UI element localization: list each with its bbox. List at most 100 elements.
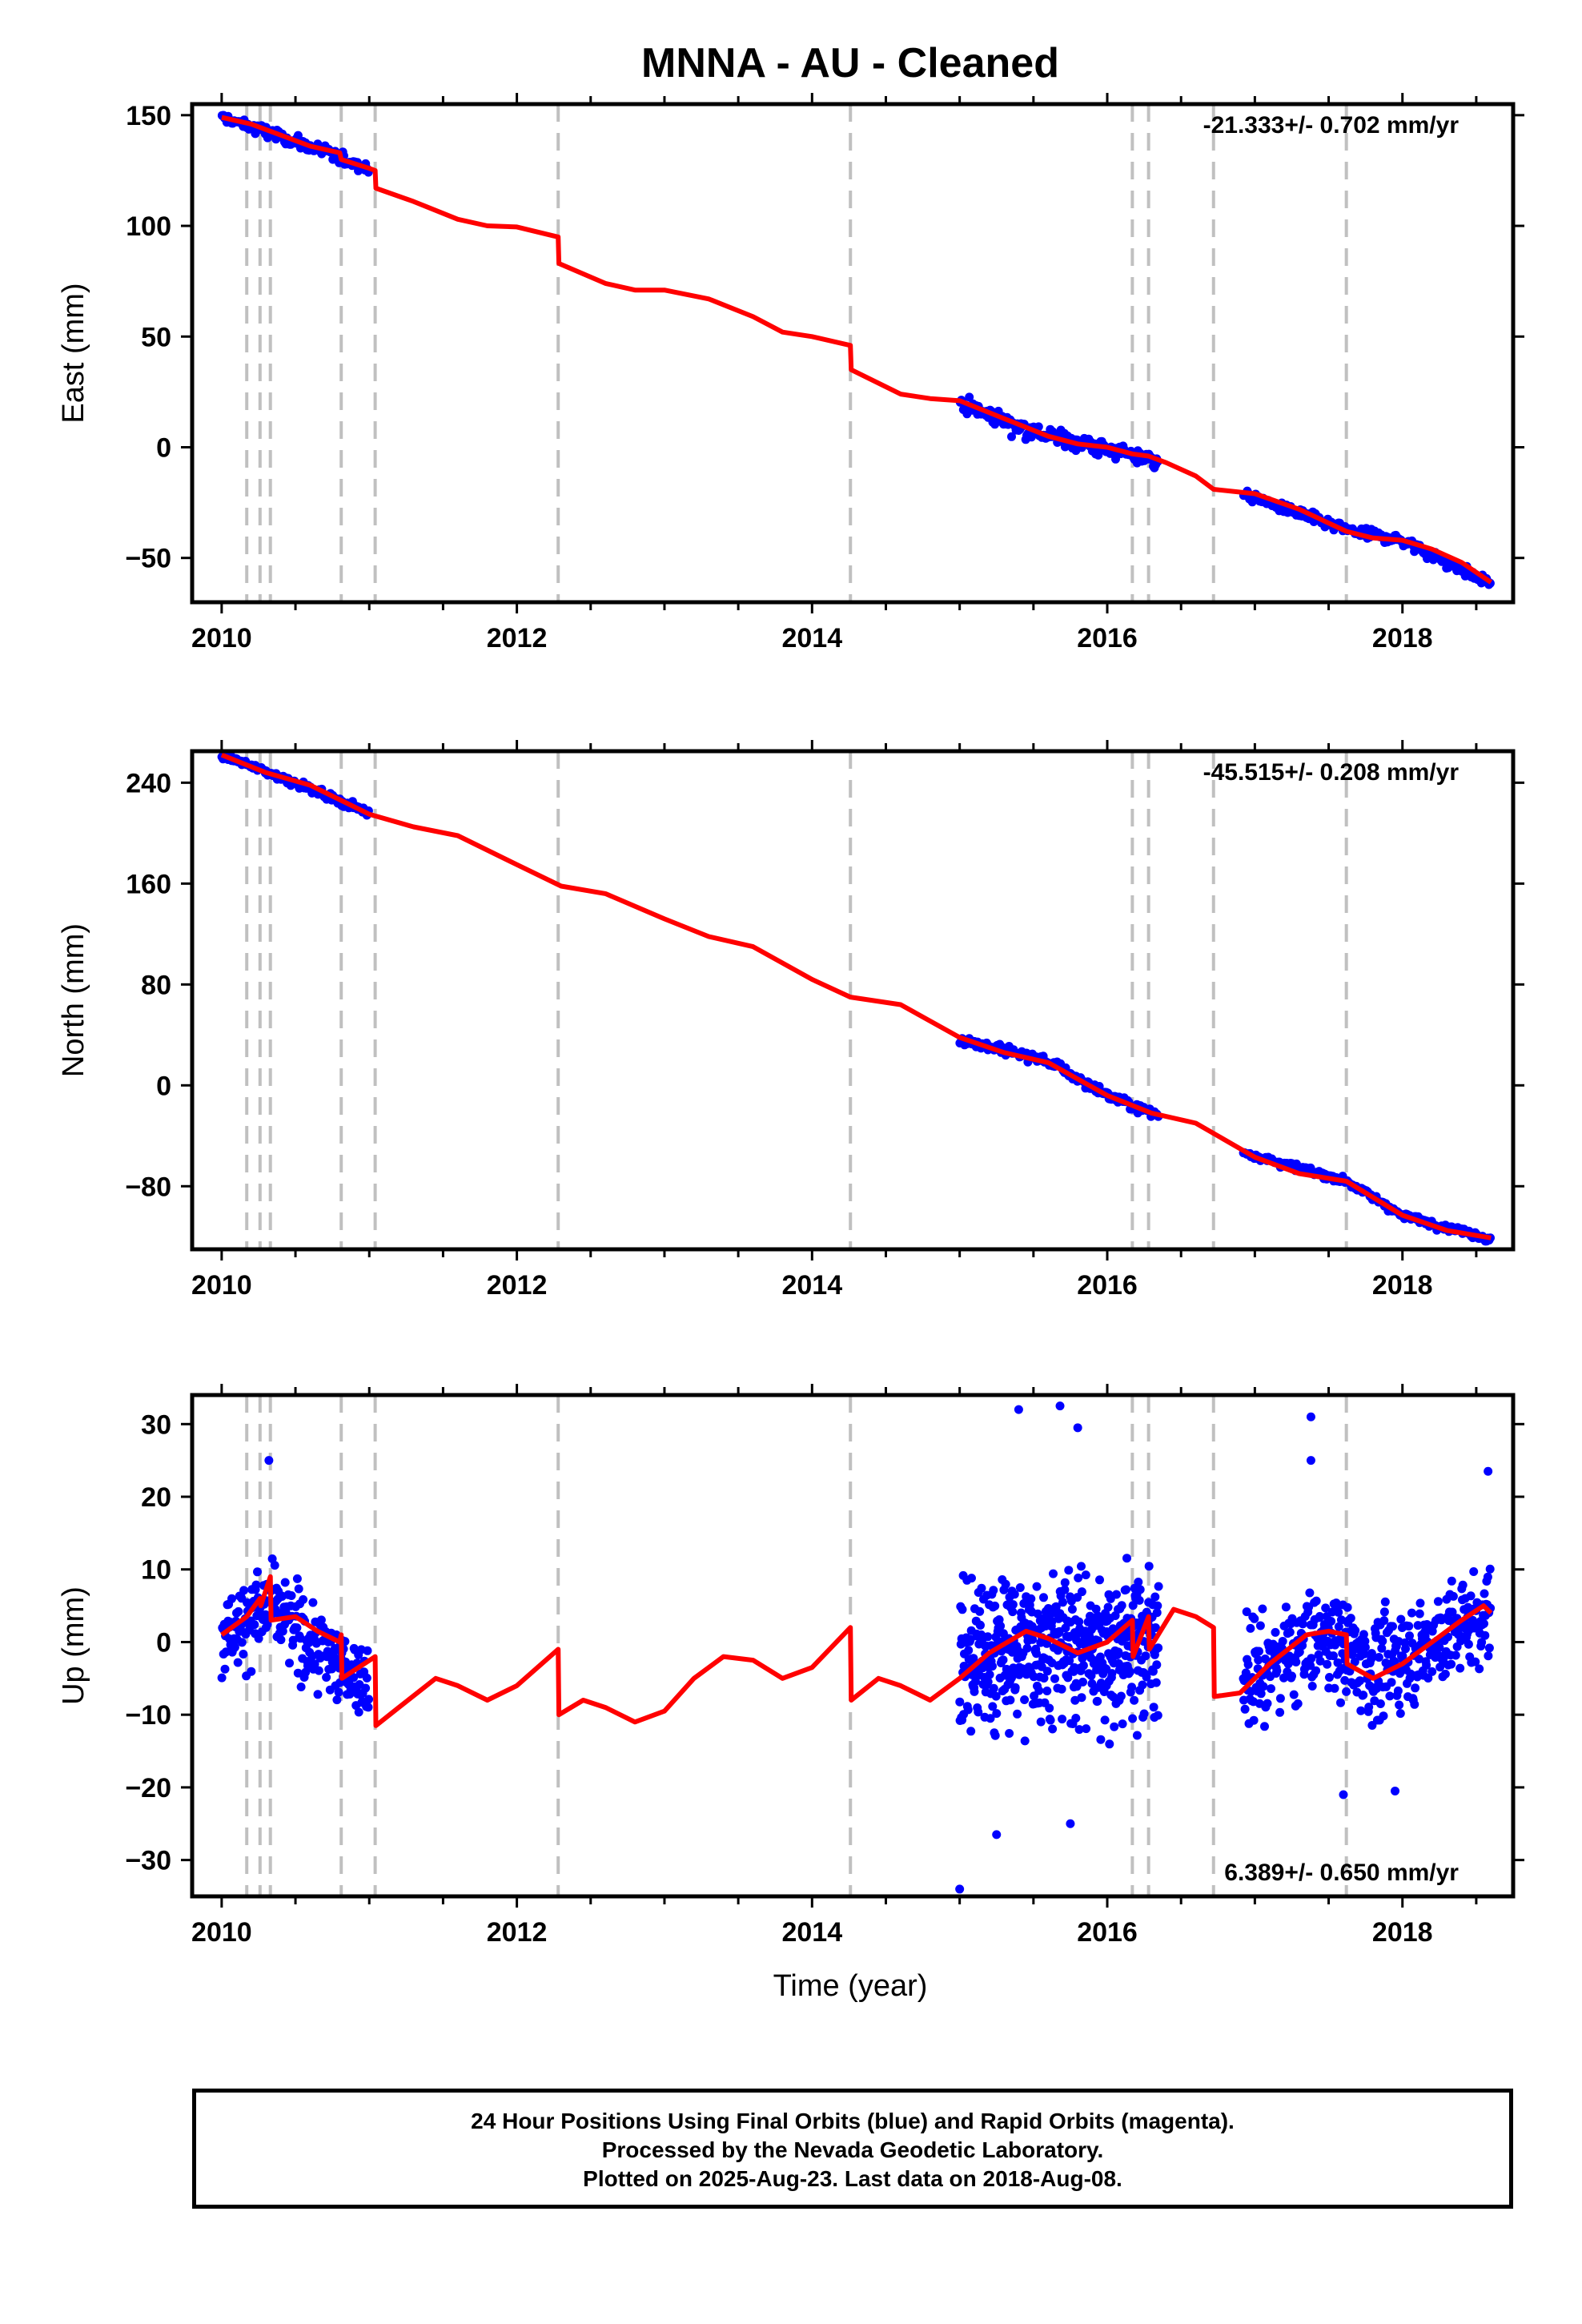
data-point [1135,1585,1145,1594]
data-point [1020,1736,1030,1746]
data-point [292,1574,302,1583]
y-tick-label: 10 [141,1555,171,1586]
rate-annotation: -21.333+/- 0.702 mm/yr [1203,112,1460,139]
data-point [1125,1667,1134,1677]
data-point [1260,1722,1269,1731]
data-point [1374,1653,1383,1662]
y-tick-label: 20 [141,1482,171,1513]
data-point [1379,1616,1389,1626]
data-point [364,1695,374,1704]
data-point [1306,1661,1315,1671]
data-point [1134,1595,1144,1605]
data-point [1132,1731,1142,1740]
data-point [1311,1666,1321,1675]
data-point [1112,1590,1121,1599]
y-tick-label: 100 [126,211,171,242]
data-point [1139,1709,1149,1719]
data-point [1415,1598,1425,1608]
data-point [1138,1680,1147,1690]
data-point [361,1683,371,1693]
data-point [1484,1643,1494,1653]
data-point [1110,1722,1119,1731]
data-point [239,1650,248,1659]
data-point [1311,1596,1321,1606]
data-point [1242,1607,1251,1617]
data-point [1391,1786,1400,1795]
data-point [1260,1655,1270,1663]
data-point [1128,1714,1138,1723]
data-point [1026,1594,1036,1603]
data-point [1405,1631,1414,1641]
data-point [1064,1566,1074,1575]
data-point [280,1578,290,1587]
x-axis-label: Time (year) [773,1969,928,2003]
data-point [1256,1689,1266,1699]
data-point [1048,1724,1058,1734]
data-point [1039,1674,1049,1683]
data-point [237,1638,247,1647]
x-tick-label: 2010 [191,1270,252,1301]
data-point [316,1615,326,1625]
x-tick-label: 2018 [1372,1917,1433,1948]
data-point [1289,1690,1299,1699]
data-point [1050,1674,1059,1683]
data-point [1066,1819,1075,1828]
data-point [1095,1575,1104,1585]
data-point [992,1709,1002,1719]
data-point [362,1673,371,1683]
data-point [1321,1603,1331,1613]
data-point [1275,1707,1285,1717]
data-point [276,1635,286,1645]
data-point [1298,1619,1307,1629]
data-point [1240,1704,1250,1714]
rate-annotation: -45.515+/- 0.208 mm/yr [1203,759,1460,786]
x-tick-label: 2012 [487,623,548,653]
data-point [1427,1667,1437,1676]
data-point [1440,1669,1450,1679]
data-point [323,1647,332,1656]
data-point [1258,1604,1267,1614]
data-point [1451,1651,1460,1660]
data-point [250,1620,259,1630]
data-point [1058,1598,1067,1607]
data-point [251,1580,261,1590]
data-point [1074,1725,1084,1735]
data-point [985,1670,994,1679]
data-point [976,1621,985,1630]
y-tick-label: 0 [156,432,171,463]
data-point [294,1584,303,1594]
data-point [1393,1686,1403,1695]
data-point [1013,1709,1022,1719]
data-point [227,1594,236,1603]
y-tick-label: 30 [141,1409,171,1440]
data-point [1293,1699,1303,1708]
data-point [1127,1683,1137,1692]
data-point [1061,1623,1070,1633]
model-line [221,115,1492,585]
data-point [1367,1649,1376,1659]
data-point [1340,1675,1350,1685]
data-point [1378,1636,1387,1646]
data-point [1327,1617,1336,1626]
data-point [1456,1663,1465,1673]
data-point [1485,1564,1495,1574]
model-line [220,752,1492,1240]
data-point [1152,1608,1162,1618]
data-point [354,1707,363,1717]
data-point [1477,1638,1487,1647]
x-tick-label: 2012 [487,1917,548,1948]
panel-north: 2010 2012 2014 2016 2018 240 160 80 0 −80 North (m… [57,740,1524,1301]
data-point [1360,1642,1370,1652]
data-point [1464,1639,1473,1649]
data-point [990,1731,1000,1740]
data-point [963,1705,973,1715]
data-point [1096,1735,1106,1744]
model-line [220,1574,1493,1728]
data-point [1014,1405,1023,1414]
data-point [1306,1412,1315,1421]
data-point [1010,1683,1020,1692]
data-point [1078,1677,1087,1687]
data-point [1065,1656,1074,1666]
y-tick-label: 0 [156,1627,171,1658]
